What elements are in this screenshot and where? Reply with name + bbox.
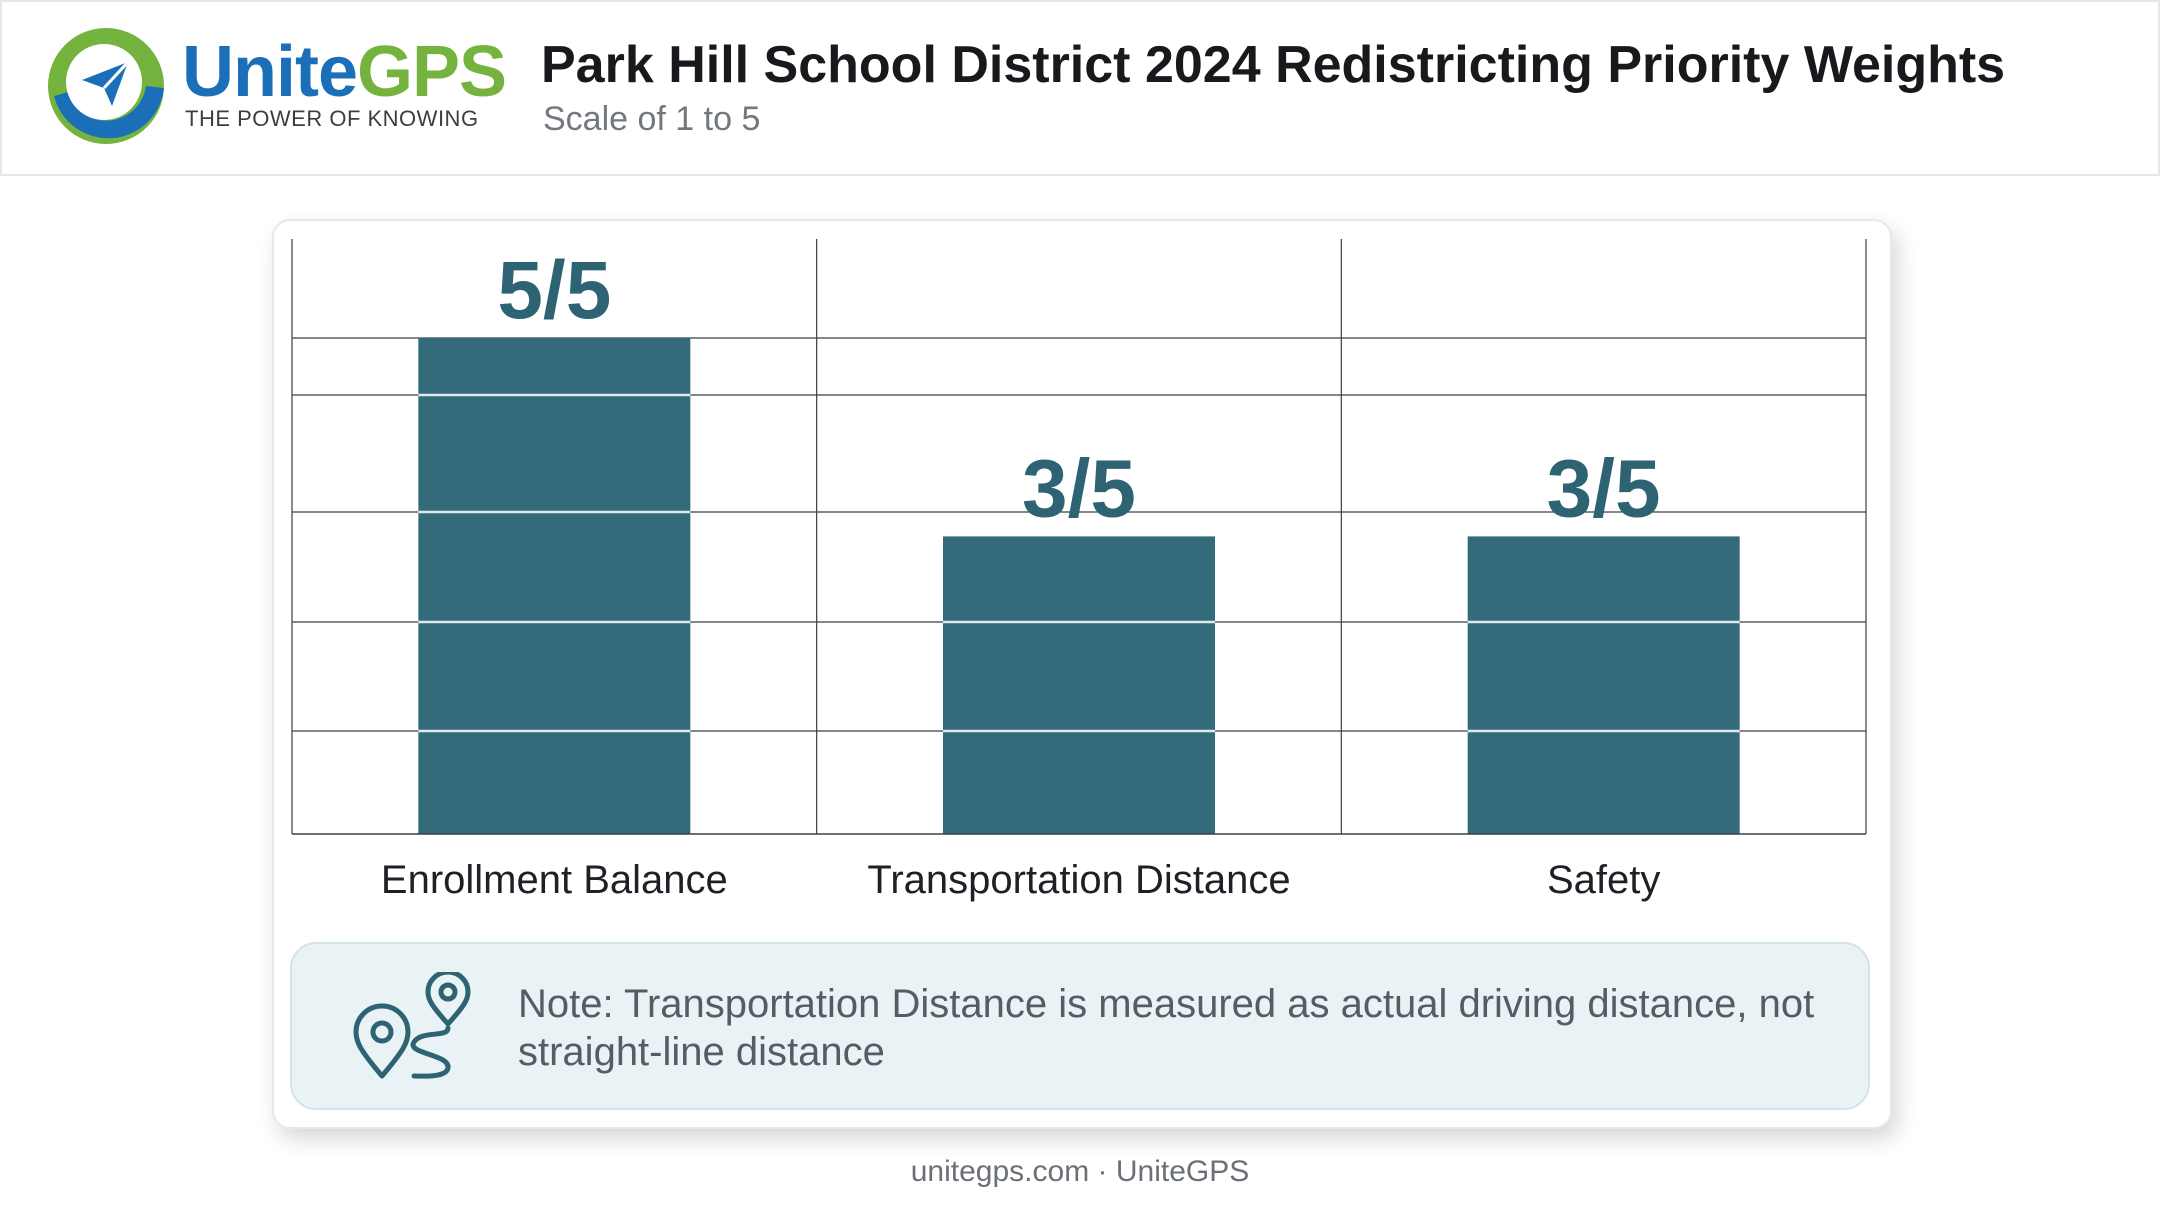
brand-name-part1: Unite bbox=[182, 32, 358, 112]
bar-value-label: 3/5 bbox=[1022, 443, 1136, 534]
brand-name: UniteGPS bbox=[182, 32, 507, 112]
bar-value-label: 3/5 bbox=[1547, 443, 1661, 534]
bar bbox=[1467, 536, 1740, 834]
chart-title: Park Hill School District 2024 Redistric… bbox=[541, 36, 2006, 94]
unitegps-logo-icon bbox=[48, 28, 164, 144]
note-text: Note: Transportation Distance is measure… bbox=[518, 982, 1815, 1074]
footer-text: unitegps.com · UniteGPS bbox=[910, 1155, 1250, 1188]
route-pins-icon bbox=[353, 972, 471, 1079]
bar bbox=[943, 536, 1215, 834]
bar bbox=[418, 338, 691, 834]
category-label: Safety bbox=[1546, 858, 1661, 902]
brand-name-part2: GPS bbox=[357, 32, 507, 112]
bar-value-label: 5/5 bbox=[497, 245, 611, 336]
note-box: Note: Transportation Distance is measure… bbox=[290, 942, 1870, 1110]
category-label: Transportation Distance bbox=[867, 858, 1291, 902]
header: UniteGPS THE POWER OF KNOWING Park Hill … bbox=[0, 0, 2160, 176]
chart-subtitle: Scale of 1 to 5 bbox=[543, 100, 761, 138]
category-label: Enrollment Balance bbox=[380, 858, 728, 902]
brand-tagline: THE POWER OF KNOWING bbox=[185, 106, 479, 131]
